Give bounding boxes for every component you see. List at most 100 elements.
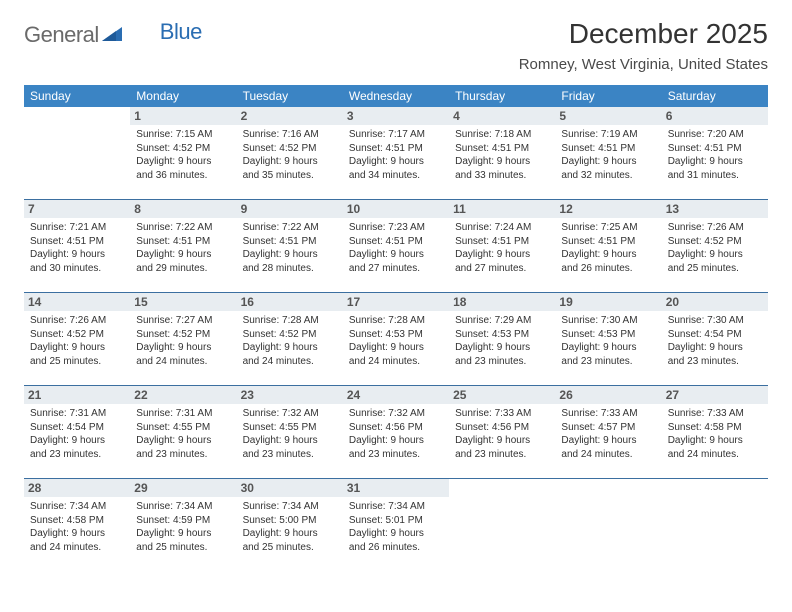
day-number: 25: [449, 386, 555, 404]
daylight-line-2: and 25 minutes.: [30, 355, 124, 369]
sunrise-line: Sunrise: 7:31 AM: [30, 407, 124, 421]
day-number: 14: [24, 293, 130, 311]
sunset-line: Sunset: 4:58 PM: [30, 514, 124, 528]
daylight-line-1: Daylight: 9 hours: [561, 434, 655, 448]
day-details: Sunrise: 7:17 AMSunset: 4:51 PMDaylight:…: [349, 128, 443, 182]
sunrise-line: Sunrise: 7:30 AM: [668, 314, 762, 328]
sunrise-line: Sunrise: 7:29 AM: [455, 314, 549, 328]
day-number: 18: [449, 293, 555, 311]
daylight-line-2: and 23 minutes.: [136, 448, 230, 462]
day-cell: 24Sunrise: 7:32 AMSunset: 4:56 PMDayligh…: [343, 386, 449, 479]
daylight-line-1: Daylight: 9 hours: [136, 527, 230, 541]
day-cell: 10Sunrise: 7:23 AMSunset: 4:51 PMDayligh…: [343, 200, 449, 293]
day-cell: 1Sunrise: 7:15 AMSunset: 4:52 PMDaylight…: [130, 107, 236, 200]
day-details: Sunrise: 7:28 AMSunset: 4:53 PMDaylight:…: [349, 314, 443, 368]
day-number: 17: [343, 293, 449, 311]
day-cell: 27Sunrise: 7:33 AMSunset: 4:58 PMDayligh…: [662, 386, 768, 479]
sunset-line: Sunset: 4:51 PM: [349, 235, 443, 249]
daylight-line-1: Daylight: 9 hours: [243, 248, 337, 262]
daylight-line-1: Daylight: 9 hours: [349, 434, 443, 448]
brand-part1: General: [24, 22, 99, 48]
sunset-line: Sunset: 4:52 PM: [668, 235, 762, 249]
day-details: Sunrise: 7:30 AMSunset: 4:54 PMDaylight:…: [668, 314, 762, 368]
sunset-line: Sunset: 4:51 PM: [561, 235, 655, 249]
sunset-line: Sunset: 4:53 PM: [455, 328, 549, 342]
daylight-line-2: and 24 minutes.: [136, 355, 230, 369]
weekday-header: Tuesday: [237, 85, 343, 107]
sunrise-line: Sunrise: 7:24 AM: [455, 221, 549, 235]
day-cell: 5Sunrise: 7:19 AMSunset: 4:51 PMDaylight…: [555, 107, 661, 200]
daylight-line-2: and 31 minutes.: [668, 169, 762, 183]
day-cell: 29 Sunrise: 7:34 AMSunset: 4:59 PMDayligh…: [130, 479, 236, 572]
daylight-line-1: Daylight: 9 hours: [136, 248, 230, 262]
sunrise-line: Sunrise: 7:17 AM: [349, 128, 443, 142]
sunrise-line: Sunrise: 7:33 AM: [455, 407, 549, 421]
day-details: Sunrise: 7:31 AMSunset: 4:54 PMDaylight:…: [30, 407, 124, 461]
sunset-line: Sunset: 4:53 PM: [349, 328, 443, 342]
day-details: Sunrise: 7:30 AMSunset: 4:53 PMDaylight:…: [561, 314, 655, 368]
day-number: 4: [449, 107, 555, 125]
weekday-header: Wednesday: [343, 85, 449, 107]
day-details: Sunrise: 7:34 AMSunset: 4:59 PMDaylight:…: [136, 500, 230, 554]
day-details: Sunrise: 7:32 AMSunset: 4:56 PMDaylight:…: [349, 407, 443, 461]
sunset-line: Sunset: 4:52 PM: [243, 142, 337, 156]
calendar-table: Sunday Monday Tuesday Wednesday Thursday…: [24, 85, 768, 571]
daylight-line-1: Daylight: 9 hours: [349, 155, 443, 169]
day-number: 29: [130, 479, 236, 497]
day-details: Sunrise: 7:15 AMSunset: 4:52 PMDaylight:…: [136, 128, 230, 182]
week-row: 1Sunrise: 7:15 AMSunset: 4:52 PMDaylight…: [24, 107, 768, 200]
brand-logo: General Blue: [24, 22, 202, 48]
weekday-header: Saturday: [662, 85, 768, 107]
daylight-line-2: and 29 minutes.: [136, 262, 230, 276]
day-cell: 13Sunrise: 7:26 AMSunset: 4:52 PMDayligh…: [662, 200, 768, 293]
sunrise-line: Sunrise: 7:30 AM: [561, 314, 655, 328]
day-number: 26: [555, 386, 661, 404]
daylight-line-1: Daylight: 9 hours: [561, 248, 655, 262]
daylight-line-1: Daylight: 9 hours: [349, 527, 443, 541]
day-number: 15: [130, 293, 236, 311]
weekday-header: Sunday: [24, 85, 130, 107]
daylight-line-2: and 28 minutes.: [243, 262, 337, 276]
day-cell: 23Sunrise: 7:32 AMSunset: 4:55 PMDayligh…: [237, 386, 343, 479]
week-row: 7Sunrise: 7:21 AMSunset: 4:51 PMDaylight…: [24, 200, 768, 293]
day-cell: [24, 107, 130, 200]
daylight-line-2: and 35 minutes.: [243, 169, 337, 183]
day-number: 23: [237, 386, 343, 404]
day-number: 8: [130, 200, 236, 218]
day-details: Sunrise: 7:29 AMSunset: 4:53 PMDaylight:…: [455, 314, 549, 368]
daylight-line-2: and 24 minutes.: [561, 448, 655, 462]
day-cell: [662, 479, 768, 572]
sunset-line: Sunset: 4:51 PM: [243, 235, 337, 249]
daylight-line-1: Daylight: 9 hours: [455, 248, 549, 262]
day-cell: 17 Sunrise: 7:28 AMSunset: 4:53 PMDayligh…: [343, 293, 449, 386]
brand-part2: Blue: [160, 19, 202, 45]
day-cell: 3Sunrise: 7:17 AMSunset: 4:51 PMDaylight…: [343, 107, 449, 200]
sunrise-line: Sunrise: 7:28 AM: [243, 314, 337, 328]
daylight-line-2: and 23 minutes.: [30, 448, 124, 462]
daylight-line-2: and 33 minutes.: [455, 169, 549, 183]
sunrise-line: Sunrise: 7:32 AM: [243, 407, 337, 421]
day-details: Sunrise: 7:18 AMSunset: 4:51 PMDaylight:…: [455, 128, 549, 182]
sunset-line: Sunset: 4:51 PM: [349, 142, 443, 156]
sunset-line: Sunset: 4:52 PM: [136, 142, 230, 156]
daylight-line-2: and 24 minutes.: [668, 448, 762, 462]
location-subtitle: Romney, West Virginia, United States: [519, 56, 768, 73]
sunrise-line: Sunrise: 7:34 AM: [30, 500, 124, 514]
day-details: Sunrise: 7:22 AMSunset: 4:51 PMDaylight:…: [243, 221, 337, 275]
week-row: 14 Sunrise: 7:26 AMSunset: 4:52 PMDayligh…: [24, 293, 768, 386]
day-details: Sunrise: 7:26 AMSunset: 4:52 PMDaylight:…: [30, 314, 124, 368]
sunrise-line: Sunrise: 7:34 AM: [243, 500, 337, 514]
day-cell: 12Sunrise: 7:25 AMSunset: 4:51 PMDayligh…: [555, 200, 661, 293]
daylight-line-1: Daylight: 9 hours: [668, 434, 762, 448]
daylight-line-2: and 26 minutes.: [561, 262, 655, 276]
daylight-line-2: and 27 minutes.: [455, 262, 549, 276]
sunrise-line: Sunrise: 7:34 AM: [349, 500, 443, 514]
week-row: 21Sunrise: 7:31 AMSunset: 4:54 PMDayligh…: [24, 386, 768, 479]
daylight-line-2: and 25 minutes.: [243, 541, 337, 555]
daylight-line-2: and 27 minutes.: [349, 262, 443, 276]
day-cell: 8Sunrise: 7:22 AMSunset: 4:51 PMDaylight…: [130, 200, 236, 293]
sunrise-line: Sunrise: 7:22 AM: [136, 221, 230, 235]
daylight-line-2: and 32 minutes.: [561, 169, 655, 183]
daylight-line-1: Daylight: 9 hours: [136, 434, 230, 448]
sunset-line: Sunset: 5:00 PM: [243, 514, 337, 528]
